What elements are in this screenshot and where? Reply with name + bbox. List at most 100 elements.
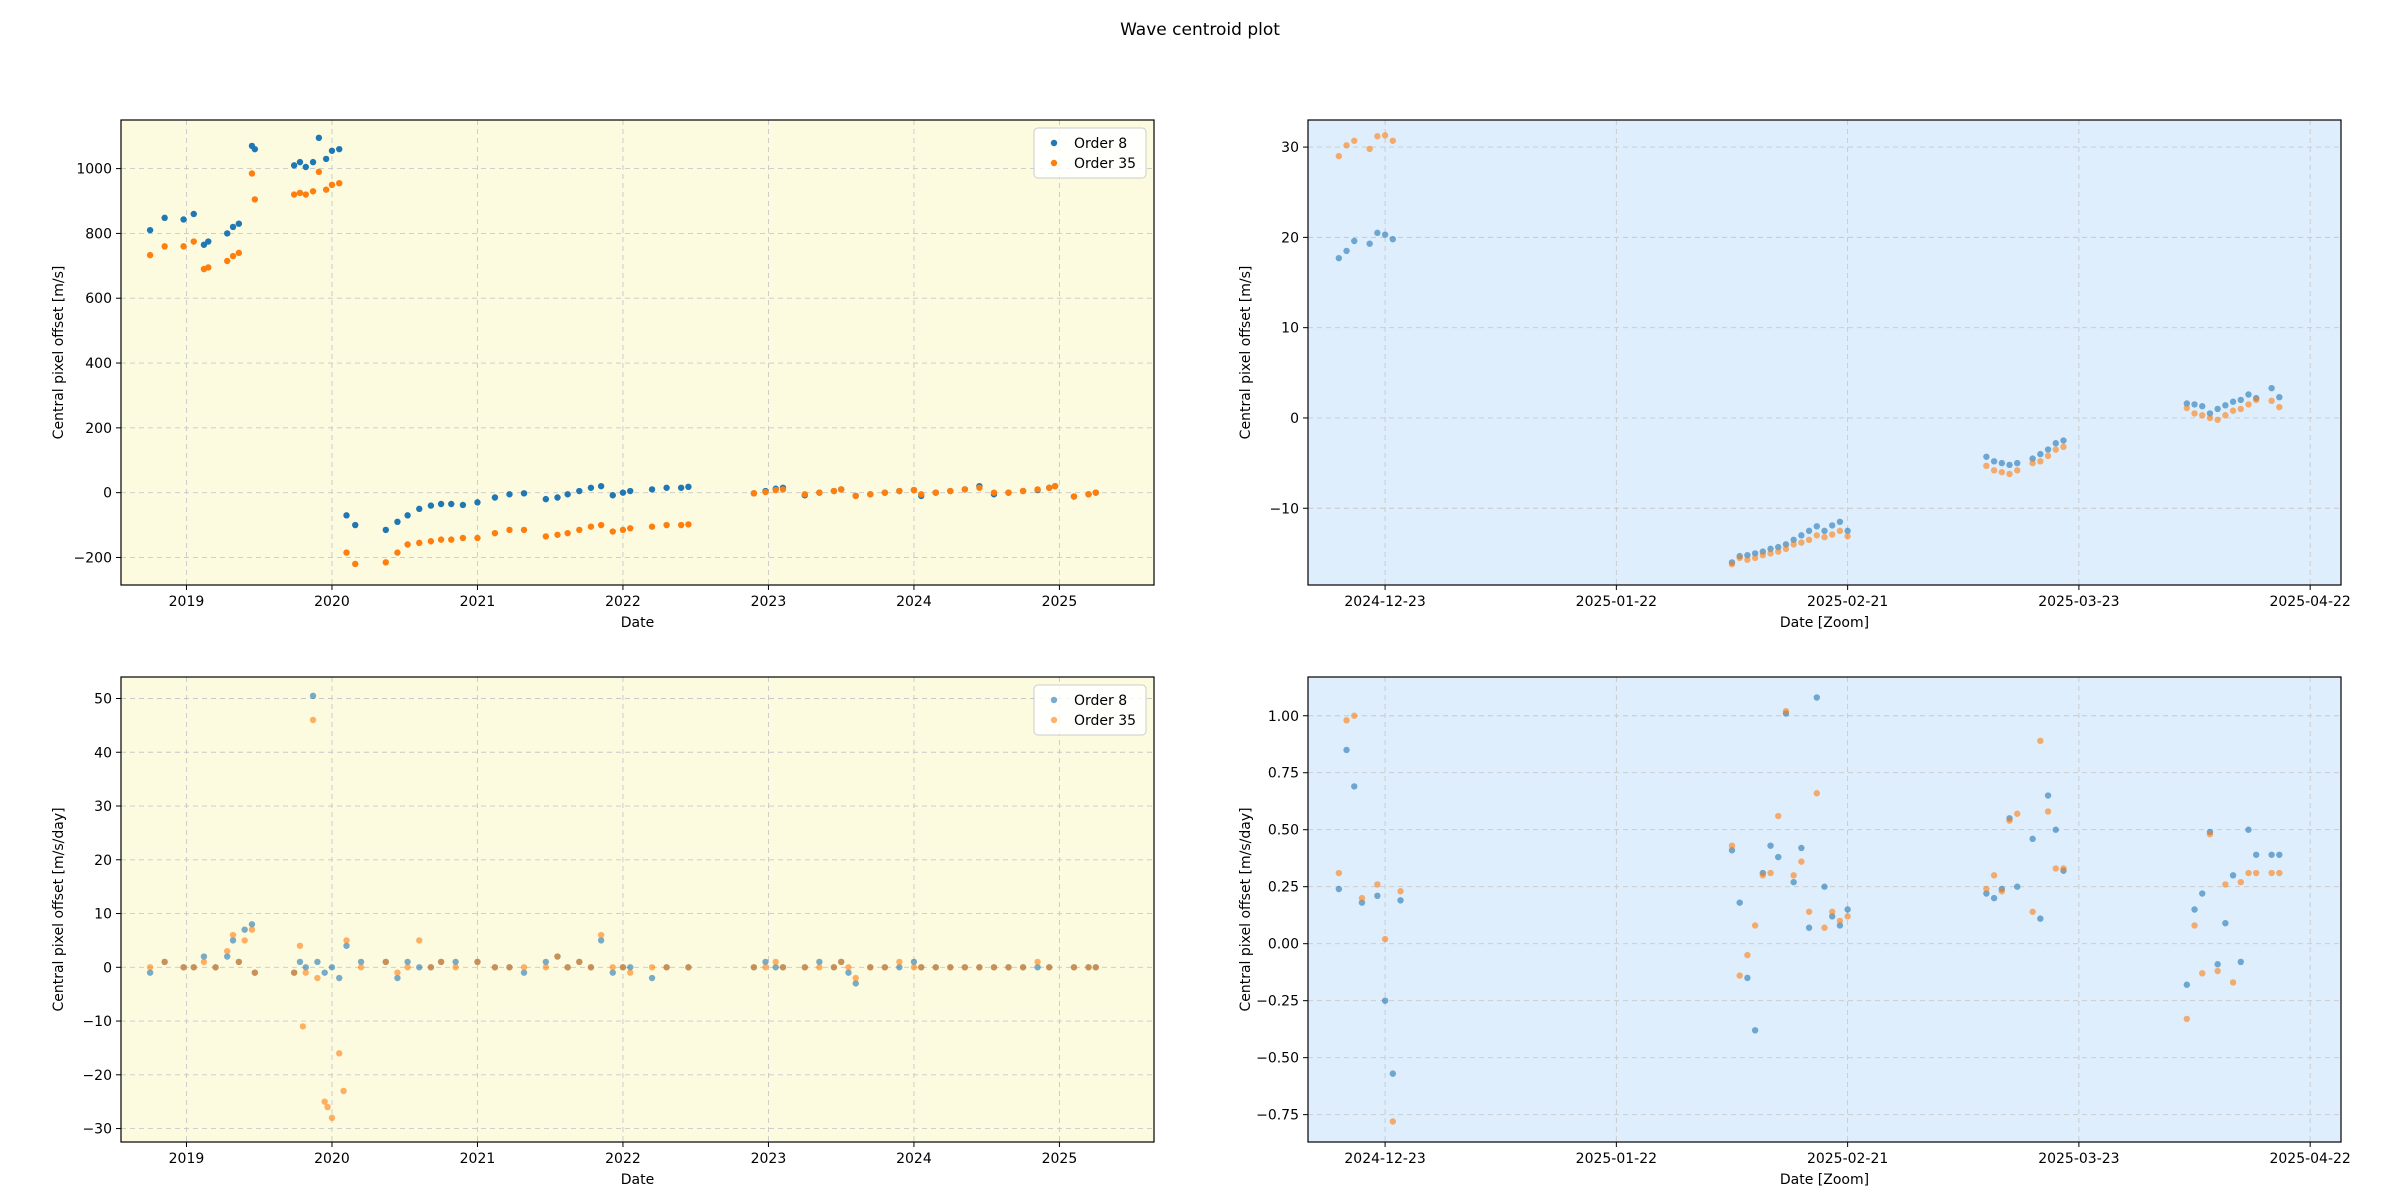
data-point [2199, 403, 2206, 410]
data-point [2237, 405, 2244, 413]
data-point [248, 926, 256, 933]
x-tick-label: 2020 [314, 1151, 350, 1167]
data-point [520, 490, 528, 497]
data-point [1790, 541, 1797, 548]
data-point [296, 942, 304, 949]
data-point [394, 549, 401, 556]
data-point [587, 964, 595, 971]
data-point [1046, 484, 1053, 491]
data-point [1751, 1027, 1759, 1034]
chart-top_right: 2024-12-23 2025-01-22 2025-02-21 2025-03-23… [1238, 119, 2351, 631]
y-tick-label: −0.25 [1256, 994, 1299, 1010]
y-tick-label: 0 [103, 486, 112, 502]
data-point [394, 518, 401, 526]
data-point [2237, 958, 2244, 966]
data-point [1790, 878, 1797, 886]
x-tick-label: 2021 [460, 1151, 496, 1167]
data-point [597, 482, 605, 490]
data-point [200, 953, 208, 960]
data-point [520, 969, 528, 976]
data-point [309, 692, 317, 700]
data-point [491, 529, 499, 537]
data-point [564, 964, 571, 971]
data-point [459, 534, 467, 542]
data-point [328, 147, 336, 154]
data-point [1366, 240, 1373, 247]
data-point [205, 264, 212, 271]
data-point [1990, 458, 1998, 465]
data-point [2214, 961, 2221, 968]
data-point [1351, 712, 1358, 719]
data-point [1389, 1118, 1397, 1125]
data-point [1782, 707, 1790, 715]
data-point [2006, 817, 2013, 824]
data-point [474, 958, 481, 966]
data-point [2029, 835, 2036, 843]
y-tick-label: 0 [103, 960, 112, 976]
data-point [2014, 459, 2021, 467]
data-point [1374, 229, 1381, 237]
data-point [1744, 974, 1751, 982]
y-tick-label: 400 [85, 356, 112, 372]
data-point [205, 238, 212, 245]
data-point [190, 210, 197, 218]
data-point [750, 490, 758, 497]
data-point [1351, 137, 1358, 144]
data-point [1821, 527, 1828, 535]
data-point [296, 189, 304, 197]
data-point [2268, 869, 2275, 877]
data-point [448, 536, 455, 543]
data-point [1983, 453, 1990, 460]
x-tick-label: 2023 [751, 1151, 787, 1167]
data-point [1335, 254, 1343, 262]
data-point [1990, 872, 1998, 879]
data-point [506, 526, 513, 534]
data-point [1736, 972, 1743, 979]
data-point [200, 958, 208, 966]
data-point [1070, 964, 1078, 971]
y-tick-label: 0.75 [1268, 766, 1299, 782]
x-tick-label: 2024 [896, 594, 932, 610]
data-point [302, 163, 309, 171]
data-point [241, 937, 248, 944]
plot-frame [1307, 676, 2342, 1143]
data-point [2206, 414, 2214, 422]
legend-label: Order 8 [1074, 136, 1127, 152]
data-point [161, 243, 168, 250]
data-point [627, 964, 634, 971]
data-point [1983, 890, 1990, 897]
x-tick-label: 2024-12-23 [1344, 1151, 1425, 1167]
data-point [416, 539, 423, 547]
data-point [1085, 491, 1092, 498]
data-point [2214, 967, 2221, 975]
y-axis-label: Central pixel offset [m/s/day] [51, 807, 67, 1011]
data-point [2276, 869, 2283, 877]
data-point [1744, 951, 1751, 959]
x-tick-label: 2022 [605, 594, 641, 610]
data-point [437, 500, 445, 508]
y-axis-label: Central pixel offset [m/s] [1238, 266, 1254, 440]
data-point [2245, 401, 2252, 408]
data-point [542, 958, 550, 966]
data-point [2044, 792, 2052, 799]
data-point [427, 964, 435, 971]
data-point [619, 489, 627, 496]
data-point [1343, 247, 1350, 255]
plot-area [1308, 677, 2341, 1142]
data-point [1343, 142, 1350, 149]
data-point [229, 252, 237, 260]
data-point [1798, 844, 1805, 852]
data-point [321, 1098, 328, 1105]
data-point [542, 964, 550, 971]
y-tick-label: 50 [94, 692, 112, 708]
data-point [2268, 384, 2275, 392]
data-point [961, 964, 969, 971]
data-point [1751, 554, 1759, 562]
data-point [1805, 924, 1813, 931]
data-point [200, 241, 208, 248]
data-point [2245, 869, 2252, 877]
data-point [2253, 396, 2260, 404]
data-point [762, 958, 769, 966]
x-tick-label: 2025-03-23 [2038, 1151, 2119, 1167]
data-point [648, 486, 656, 493]
